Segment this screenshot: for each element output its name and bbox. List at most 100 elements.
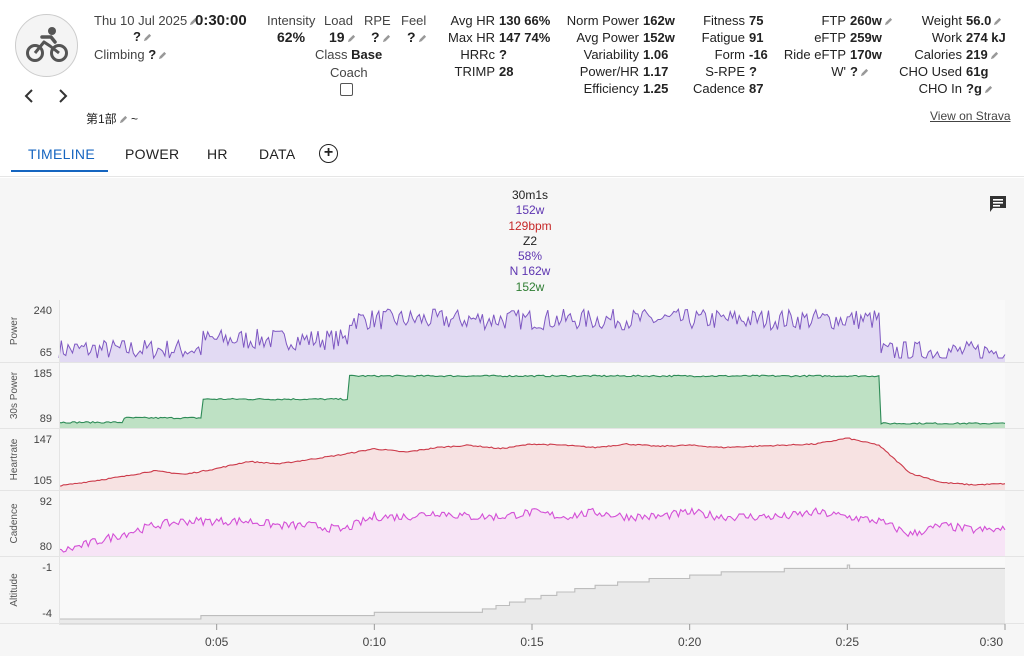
ytick-label: 105 [34, 475, 52, 487]
activity-name[interactable]: ? [133, 29, 152, 44]
tooltip-norm-power: N 162w [509, 264, 551, 279]
max-hr-label: Max HR [448, 30, 495, 45]
avg-hr-label: Avg HR [450, 13, 495, 28]
previous-activity-button[interactable] [24, 88, 34, 108]
srpe-value: ? [749, 64, 757, 79]
edit-icon [347, 34, 355, 43]
edit-icon [860, 68, 869, 77]
tab-bar: TIMELINE POWER HR DATA + [0, 137, 1024, 177]
tab-data[interactable]: DATA [259, 146, 296, 162]
load-value: 19 [329, 29, 345, 45]
class-value: Base [351, 47, 383, 62]
next-activity-button[interactable] [58, 88, 68, 108]
view-on-strava-link[interactable]: View on Strava [930, 109, 1011, 123]
series-name-label: 30s Power [9, 371, 20, 419]
form-value: -16 [749, 47, 768, 62]
tooltip-time: 30m1s [511, 188, 549, 202]
comment-icon[interactable] [988, 195, 1008, 213]
chevron-left-icon [24, 89, 33, 103]
series-area [59, 565, 1005, 623]
cho-used-label: CHO Used [899, 64, 962, 79]
series-line [58, 507, 1006, 553]
ytick-label: 80 [40, 541, 52, 553]
x-tick-label: 0:30 [980, 635, 1004, 649]
cho-in-field[interactable]: ?g [966, 81, 993, 96]
norm-power-value: 162w [643, 13, 675, 28]
lane-cadence: 92 80 Cadence [0, 491, 1024, 557]
x-tick-label: 0:15 [520, 635, 544, 649]
intensity-value: 62% [277, 29, 306, 45]
chevron-right-icon [59, 89, 68, 103]
eftp-label: eFTP [814, 30, 846, 45]
weight-label: Weight [921, 13, 962, 28]
x-axis: 0:05 0:10 0:15 0:20 0:25 0:30 [59, 623, 1006, 649]
rpe-field[interactable]: ? [371, 29, 391, 45]
add-tab-button[interactable]: + [319, 144, 338, 163]
x-tick-label: 0:10 [363, 635, 387, 649]
efficiency-label: Efficiency [583, 81, 639, 96]
activity-date[interactable]: Thu 10 Jul 2025 [94, 13, 198, 28]
cycling-icon [26, 27, 68, 62]
trimp-value: 28 [499, 64, 514, 79]
ytick-label: 89 [40, 413, 52, 425]
wprime-label: W' [831, 64, 846, 79]
series-area [59, 375, 1005, 428]
calories-field[interactable]: 219 [966, 47, 999, 62]
series-area [59, 438, 1005, 490]
fitness-value: 75 [749, 13, 764, 28]
activity-description[interactable]: 第1部 ~ [86, 110, 138, 127]
weight-field[interactable]: 56.0 [966, 13, 1002, 28]
active-tab-indicator [11, 170, 108, 172]
plus-icon: + [323, 144, 334, 161]
x-tick-label: 0:20 [678, 635, 702, 649]
series-name-label: Heartrate [9, 438, 20, 480]
ytick-label: 240 [34, 305, 52, 317]
feel-field[interactable]: ? [407, 29, 427, 45]
tooltip-30s-power: 152w [515, 279, 545, 294]
coach-label: Coach [330, 65, 368, 80]
ftp-label: FTP [821, 13, 846, 28]
rpe-label: RPE [364, 13, 391, 28]
tooltip-zone: Z2 [522, 233, 537, 248]
wprime-field[interactable]: ? [850, 64, 869, 79]
climbing-value: ? [148, 47, 157, 62]
avg-hr-value: 130 66% [499, 13, 551, 28]
ytick-label: 147 [34, 434, 52, 446]
ftp-field[interactable]: 260w [850, 13, 893, 28]
load-field[interactable]: 19 [329, 29, 356, 45]
series-line [58, 374, 1006, 425]
cadence-value: 87 [749, 81, 764, 96]
x-tick-label: 0:05 [205, 635, 229, 649]
edit-icon [190, 17, 198, 26]
coach-checkbox[interactable] [340, 83, 353, 96]
tooltip-power: 152w [515, 203, 545, 218]
description-text: 第1部 [86, 112, 117, 126]
lane-altitude: -1 -4 Altitude [0, 557, 1024, 624]
power-hr-value: 1.17 [643, 64, 669, 79]
edit-icon [418, 34, 426, 43]
cadence-label: Cadence [692, 81, 745, 96]
fatigue-label: Fatigue [701, 30, 745, 45]
tooltip-pct: 58% [517, 249, 543, 264]
work-label: Work [931, 30, 962, 45]
wprime-value: ? [850, 64, 858, 79]
climbing-field[interactable]: Climbing ? [94, 47, 167, 62]
lane-30s-power: 185 89 30s Power [0, 363, 1024, 429]
ftp-value: 260w [850, 13, 882, 28]
tab-timeline[interactable]: TIMELINE [28, 146, 95, 162]
fatigue-value: 91 [749, 30, 764, 45]
fitness-label: Fitness [703, 13, 745, 28]
class-field: Class Base [315, 47, 382, 62]
calories-value: 219 [966, 47, 988, 62]
hrrc-value: ? [499, 47, 507, 62]
trimp-label: TRIMP [454, 64, 495, 79]
class-label: Class [315, 47, 348, 62]
ytick-label: 65 [40, 347, 52, 359]
timeline-chart[interactable]: 240 65 Power 185 89 30s Power 147 105 Heartrate 9… [0, 300, 1024, 656]
activity-header: Thu 10 Jul 2025 0:30:00 ? Climbing ? 第1部… [0, 0, 1024, 135]
eftp-value: 259w [850, 30, 882, 45]
calories-label: Calories [914, 47, 962, 62]
tab-power[interactable]: POWER [125, 146, 180, 162]
tab-hr[interactable]: HR [207, 146, 228, 162]
weight-value: 56.0 [966, 13, 992, 28]
